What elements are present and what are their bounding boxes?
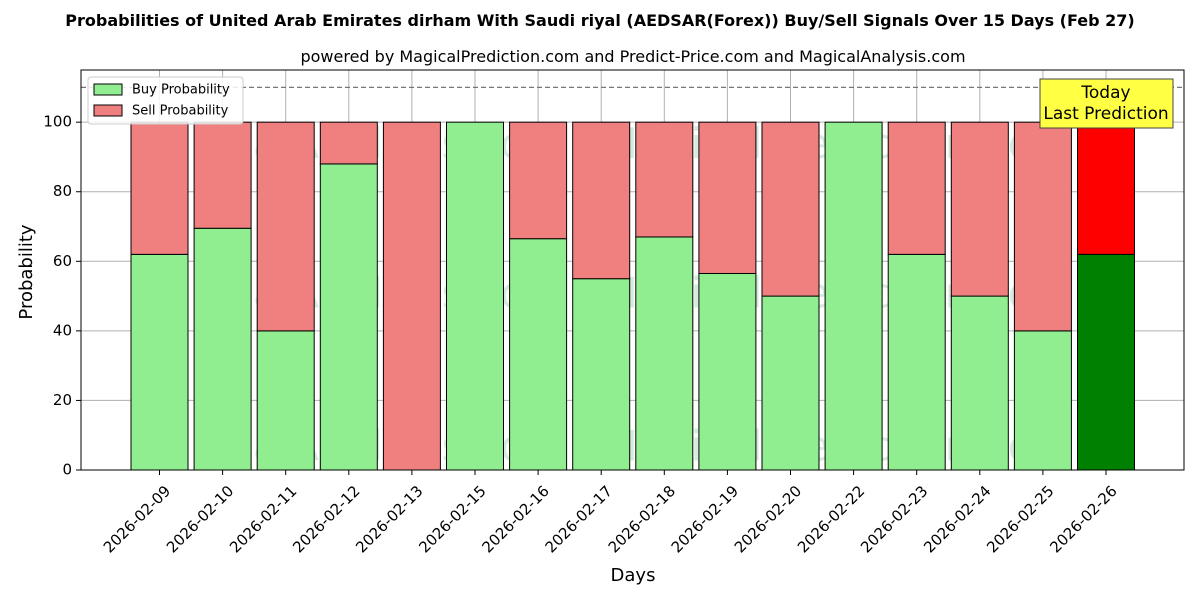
today-annotation-box: [1039, 78, 1174, 129]
buy-bar: [887, 253, 946, 471]
x-tick-label: 2026-02-11: [226, 482, 300, 556]
today-annotation-text: Last Prediction: [1043, 104, 1168, 124]
sell-bar: [635, 121, 694, 238]
sell-bar: [698, 121, 757, 274]
buy-bar: [446, 121, 504, 471]
sell-bar: [761, 121, 820, 297]
sell-bar: [382, 121, 441, 471]
legend-swatch: [93, 104, 123, 117]
x-tick-label: 2026-02-19: [668, 482, 742, 556]
chart-subtitle: powered by MagicalPrediction.com and Pre…: [300, 47, 965, 66]
sell-bar: [509, 121, 568, 240]
buy-bar: [950, 295, 1009, 471]
y-tick-label: 60: [53, 252, 72, 270]
buy-bar: [130, 253, 189, 471]
sell-bar: [130, 121, 189, 255]
legend-swatch: [93, 83, 123, 96]
x-tick-label: 2026-02-09: [100, 482, 174, 556]
today-annotation-text: Today: [1080, 83, 1130, 103]
x-tick-label: 2026-02-10: [163, 482, 237, 556]
plot-frame: [80, 69, 1185, 471]
x-tick-label: 2026-02-18: [605, 482, 679, 556]
y-tick-label: 0: [62, 461, 72, 479]
buy-bar: [509, 238, 568, 471]
legend-box: [87, 76, 244, 125]
x-tick-label: 2026-02-20: [731, 482, 805, 556]
sell-bar: [319, 121, 378, 165]
y-tick-label: 80: [53, 182, 72, 200]
sell-bar: [887, 121, 946, 255]
buy-bar: [761, 295, 820, 471]
buy-bar: [824, 121, 883, 471]
y-axis-label: Probability: [16, 224, 37, 319]
plot-area: MagicalAnalysis.comMagicalPrediction.com…: [43, 69, 1185, 556]
sell-bar: [1013, 121, 1072, 332]
buy-bar: [256, 330, 315, 471]
y-tick-label: 100: [43, 113, 72, 131]
sell-bar: [256, 121, 315, 332]
sell-bar: [950, 121, 1009, 297]
buy-bar: [572, 278, 631, 471]
x-tick-label: 2026-02-23: [857, 482, 931, 556]
x-tick-label: 2026-02-15: [415, 482, 489, 556]
buy-bar: [1013, 330, 1072, 471]
x-tick-label: 2026-02-13: [352, 482, 426, 556]
sell-bar: [193, 121, 252, 229]
buy-bar: [319, 163, 378, 471]
y-tick-label: 20: [53, 391, 72, 409]
legend-label: Buy Probability: [132, 83, 230, 98]
x-tick-label: 2026-02-17: [542, 482, 616, 556]
x-tick-label: 2026-02-26: [1046, 482, 1120, 556]
x-tick-label: 2026-02-25: [983, 482, 1057, 556]
buy-bar: [1077, 253, 1135, 471]
x-axis-label: Days: [611, 565, 656, 586]
sell-bar: [1077, 121, 1135, 255]
legend-label: Sell Probability: [132, 104, 229, 119]
buy-bar: [635, 236, 694, 471]
x-tick-label: 2026-02-24: [920, 482, 994, 556]
y-tick-label: 40: [53, 321, 72, 339]
sell-bar: [572, 121, 631, 280]
x-tick-label: 2026-02-16: [478, 482, 552, 556]
x-tick-label: 2026-02-12: [289, 482, 363, 556]
x-tick-label: 2026-02-22: [794, 482, 868, 556]
buy-bar: [193, 227, 252, 471]
buy-bar: [698, 272, 757, 471]
chart-title: Probabilities of United Arab Emirates di…: [65, 11, 1134, 30]
